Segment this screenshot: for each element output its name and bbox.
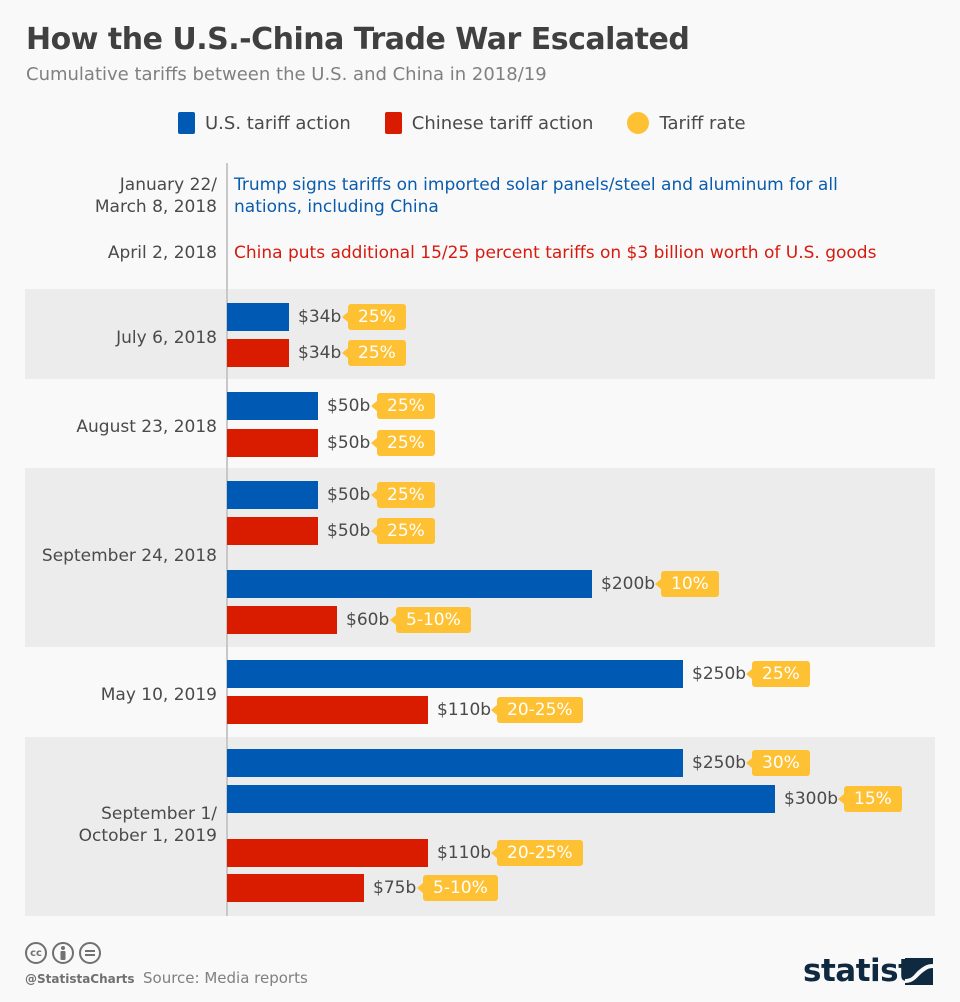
- attribution-icon: [52, 942, 74, 964]
- bar-china: [227, 429, 318, 457]
- tariff-rate-badge: 5-10%: [390, 607, 471, 633]
- license-icons: cc: [25, 942, 106, 964]
- legend-label-us: U.S. tariff action: [205, 112, 351, 134]
- group-date-label: September 1/October 1, 2019: [79, 803, 217, 847]
- bar-value-label: $60b: [346, 610, 390, 630]
- event-text-1: Trump signs tariffs on imported solar pa…: [234, 174, 838, 218]
- legend-item-us: U.S. tariff action: [178, 112, 351, 134]
- group-date-line: October 1, 2019: [78, 826, 217, 846]
- chart-title: How the U.S.-China Trade War Escalated: [26, 22, 690, 57]
- bar-us: [227, 749, 683, 777]
- tariff-rate-badge: 25%: [371, 430, 435, 456]
- bar-us: [227, 481, 318, 509]
- group-date-label: May 10, 2019: [101, 684, 217, 706]
- tariff-rate-badge: 20-25%: [491, 840, 583, 866]
- bar-value-label: $300b: [784, 789, 839, 809]
- bar-us: [227, 570, 592, 598]
- group-date-label: July 6, 2018: [116, 327, 217, 349]
- legend-swatch-tariff-rate: [627, 112, 650, 134]
- tariff-rate-badge: 25%: [371, 393, 435, 419]
- no-derivatives-icon: [79, 942, 101, 964]
- bar-china: [227, 839, 428, 867]
- tariff-rate-badge: 5-10%: [417, 875, 498, 901]
- tariff-rate-badge: 25%: [342, 340, 406, 366]
- event-text-2: China puts additional 15/25 percent tari…: [234, 242, 876, 264]
- tariff-rate-badge: 30%: [746, 750, 810, 776]
- bar-china: [227, 696, 428, 724]
- tariff-rate-badge: 25%: [371, 518, 435, 544]
- statista-logo-icon: [905, 958, 933, 985]
- legend-label-tariff-rate: Tariff rate: [659, 112, 746, 134]
- event-text-1-line-2: nations, including China: [234, 197, 439, 217]
- group-date-line: August 23, 2018: [76, 417, 217, 437]
- event-text-1-line-1: Trump signs tariffs on imported solar pa…: [234, 175, 838, 195]
- bar-value-label: $50b: [327, 521, 371, 541]
- tariff-rate-badge: 25%: [746, 661, 810, 687]
- axis-line: [226, 163, 228, 916]
- event-date-1-line-2: March 8, 2018: [94, 197, 217, 217]
- tariff-rate-badge: 15%: [838, 786, 902, 812]
- bar-value-label: $110b: [437, 700, 492, 720]
- bar-value-label: $75b: [373, 878, 417, 898]
- creative-commons-icon: cc: [25, 942, 47, 964]
- group-date-label: August 23, 2018: [76, 416, 217, 438]
- bar-us: [227, 303, 289, 331]
- bar-value-label: $250b: [692, 664, 747, 684]
- event-date-1-line-1: January 22/: [119, 175, 217, 195]
- event-date-2-line-1: April 2, 2018: [107, 243, 217, 263]
- legend-item-china: Chinese tariff action: [384, 112, 594, 134]
- tariff-rate-badge: 20-25%: [491, 697, 583, 723]
- chart-subtitle: Cumulative tariffs between the U.S. and …: [26, 64, 547, 85]
- band-september-2018: [25, 468, 935, 647]
- band-july-2018: [25, 289, 935, 379]
- bar-value-label: $50b: [327, 396, 371, 416]
- bar-us: [227, 660, 683, 688]
- bar-value-label: $110b: [437, 843, 492, 863]
- bar-value-label: $34b: [298, 307, 342, 327]
- tariff-rate-badge: 10%: [655, 571, 719, 597]
- bar-china: [227, 517, 318, 545]
- cc-text: cc: [30, 947, 42, 959]
- group-date-line: September 24, 2018: [41, 546, 217, 566]
- event-text-2-line-1: China puts additional 15/25 percent tari…: [234, 243, 877, 263]
- legend-swatch-us: [178, 112, 195, 134]
- group-date-line: May 10, 2019: [100, 685, 217, 705]
- event-date-2: April 2, 2018: [108, 242, 217, 264]
- group-date-line: July 6, 2018: [116, 328, 217, 348]
- bar-us: [227, 785, 775, 813]
- legend-label-china: Chinese tariff action: [411, 112, 594, 134]
- legend: U.S. tariff action Chinese tariff action…: [178, 110, 780, 136]
- tariff-rate-badge: 25%: [371, 482, 435, 508]
- tariff-rate-badge: 25%: [342, 304, 406, 330]
- bar-us: [227, 392, 318, 420]
- bar-value-label: $34b: [298, 343, 342, 363]
- legend-swatch-china: [384, 112, 402, 134]
- bar-value-label: $200b: [601, 574, 656, 594]
- twitter-handle[interactable]: @StatistaCharts: [25, 972, 135, 986]
- event-date-1: January 22/ March 8, 2018: [95, 174, 217, 218]
- source-note: Source: Media reports: [143, 969, 308, 987]
- bar-china: [227, 339, 289, 367]
- bar-value-label: $50b: [327, 485, 371, 505]
- group-date-line: September 1/: [101, 804, 217, 824]
- bar-china: [227, 606, 337, 634]
- bar-value-label: $250b: [692, 753, 747, 773]
- bar-china: [227, 874, 364, 902]
- bar-value-label: $50b: [327, 433, 371, 453]
- legend-item-tariff-rate: Tariff rate: [627, 112, 746, 134]
- group-date-label: September 24, 2018: [42, 545, 217, 567]
